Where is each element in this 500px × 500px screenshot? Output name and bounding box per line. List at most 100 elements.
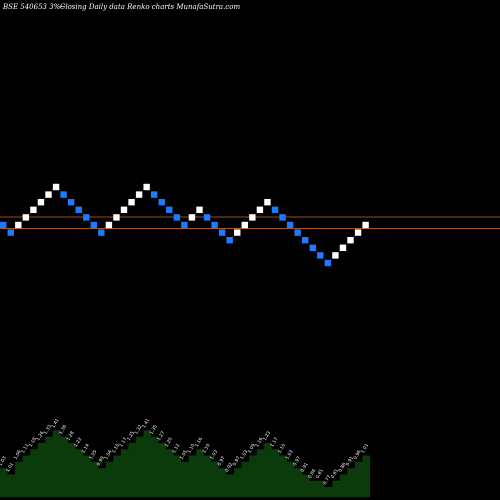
brick-value-label: 1.04 <box>103 449 113 461</box>
brick-value-label: 1.01 <box>5 462 15 474</box>
chart-caption: Closing Daily data Renko charts MunafaSu… <box>60 3 240 11</box>
brick-value-label: 1.01 <box>360 443 370 455</box>
brick-value-label: 1.10 <box>277 443 287 455</box>
brick-value-label: 1.33 <box>43 424 53 436</box>
renko-brick <box>83 214 90 221</box>
renko-brick <box>302 237 309 244</box>
brick-value-label: 1.28 <box>65 430 75 442</box>
renko-brick <box>0 221 7 229</box>
renko-brick <box>15 221 22 229</box>
renko-brick <box>211 221 218 229</box>
brick-value-label: 0.97 <box>216 455 226 467</box>
brick-value-label: 0.99 <box>96 455 106 467</box>
brick-labels: 1.031.011.061.111.181.261.331.411.361.28… <box>0 418 370 486</box>
brick-value-label: 1.22 <box>73 436 83 448</box>
renko-brick <box>135 191 143 198</box>
renko-brick <box>354 229 362 236</box>
renko-brick <box>249 214 256 221</box>
renko-brick <box>120 206 128 213</box>
renko-brick <box>75 206 82 213</box>
renko-brick <box>143 183 150 191</box>
renko-brick <box>324 259 332 267</box>
renko-brick <box>286 221 294 229</box>
renko-brick <box>294 229 301 236</box>
renko-brick <box>218 229 226 236</box>
brick-value-label: 1.09 <box>247 443 257 455</box>
renko-brick <box>22 214 30 221</box>
renko-brick <box>241 221 248 229</box>
brick-value-label: 1.16 <box>254 436 264 448</box>
brick-value-label: 1.16 <box>194 436 204 448</box>
brick-value-label: 0.86 <box>307 468 317 480</box>
renko-brick <box>332 252 339 259</box>
brick-value-label: 1.23 <box>262 430 272 442</box>
brick-value-label: 0.77 <box>322 474 332 486</box>
brick-value-label: 1.25 <box>126 430 136 442</box>
renko-brick <box>317 252 324 259</box>
renko-brick <box>166 206 173 213</box>
brick-value-label: 1.03 <box>239 449 249 461</box>
brick-value-label: 0.97 <box>292 455 302 467</box>
brick-value-label: 1.03 <box>284 449 294 461</box>
renko-brick <box>98 229 105 236</box>
renko-brick <box>158 199 165 206</box>
brick-value-label: 1.10 <box>186 443 196 455</box>
renko-brick <box>203 214 211 221</box>
brick-value-label: 1.41 <box>50 418 60 430</box>
brick-value-label: 1.18 <box>28 436 38 448</box>
renko-brick <box>30 206 37 213</box>
renko-brick <box>234 229 241 236</box>
renko-brick <box>339 244 347 251</box>
brick-value-label: 1.36 <box>58 424 68 436</box>
renko-brick <box>347 237 354 244</box>
brick-value-label: 0.96 <box>352 449 362 461</box>
brick-value-label: 0.91 <box>300 462 310 474</box>
brick-value-label: 0.97 <box>232 455 242 467</box>
brick-value-label: 1.14 <box>81 443 91 455</box>
renko-brick <box>188 214 196 221</box>
renko-brick <box>181 221 188 229</box>
renko-brick <box>264 199 271 206</box>
renko-brick <box>362 221 369 229</box>
renko-brick <box>226 237 233 244</box>
brick-value-label: 1.41 <box>141 418 151 430</box>
renko-brick <box>105 221 113 229</box>
brick-value-label: 0.86 <box>337 462 347 474</box>
brick-value-label: 0.92 <box>224 462 234 474</box>
brick-value-label: 1.03 <box>0 455 8 467</box>
brick-value-label: 1.32 <box>133 424 143 436</box>
renko-brick <box>309 244 316 251</box>
renko-brick <box>151 191 158 198</box>
renko-brick <box>279 214 286 221</box>
renko-brick <box>256 206 264 213</box>
brick-value-label: 1.17 <box>269 436 279 448</box>
brick-value-label: 1.12 <box>171 443 181 455</box>
brick-value-label: 1.05 <box>179 449 189 461</box>
brick-value-label: 1.27 <box>156 430 166 442</box>
renko-brick <box>173 214 181 221</box>
renko-brick <box>271 206 279 213</box>
brick-value-label: 0.81 <box>330 468 340 480</box>
brick-value-label: 1.26 <box>35 430 45 442</box>
brick-value-label: 1.10 <box>111 443 121 455</box>
brick-value-label: 1.10 <box>201 443 211 455</box>
brick-value-label: 1.06 <box>13 449 23 461</box>
renko-brick <box>67 199 75 206</box>
renko-brick <box>7 229 14 236</box>
brick-value-label: 1.20 <box>164 436 174 448</box>
renko-brick <box>60 191 67 198</box>
brick-value-label: 1.35 <box>149 424 159 436</box>
chart-symbol: BSE 540653 3%~ <box>2 3 66 11</box>
renko-brick <box>196 206 203 213</box>
brick-value-label: 1.17 <box>118 436 128 448</box>
brick-value-label: 1.03 <box>209 449 219 461</box>
brick-value-label: 0.91 <box>345 455 355 467</box>
renko-brick <box>113 214 120 221</box>
renko-brick <box>128 199 135 206</box>
volume-area <box>0 430 370 497</box>
volume-fill <box>0 430 370 497</box>
renko-brick <box>45 191 52 198</box>
brick-value-label: 1.11 <box>20 443 30 455</box>
